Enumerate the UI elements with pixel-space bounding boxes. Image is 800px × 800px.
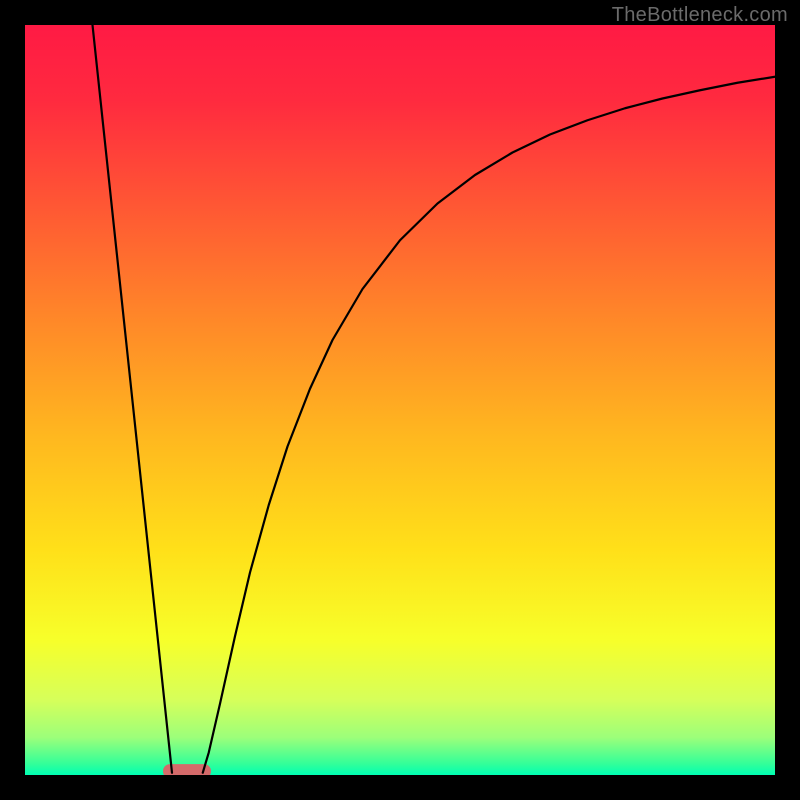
chart-canvas: TheBottleneck.com	[0, 0, 800, 800]
chart-background-gradient	[25, 25, 775, 775]
chart-svg	[0, 0, 800, 800]
watermark-label: TheBottleneck.com	[612, 4, 788, 27]
